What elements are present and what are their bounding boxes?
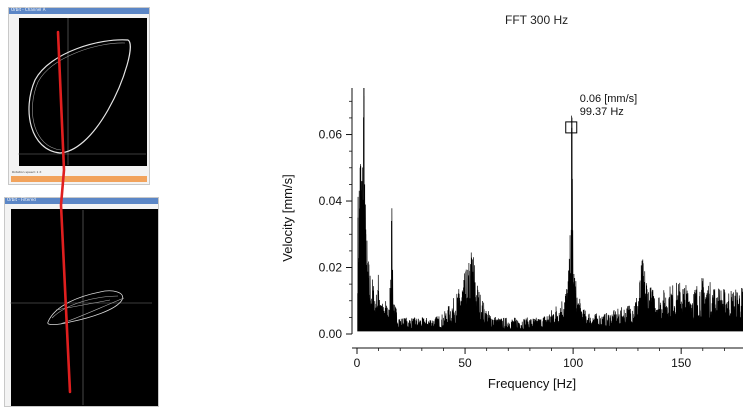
peak-marker-box (565, 121, 578, 134)
orbit-plot-top[interactable]: Orbit - Channel A Rotation speed: 1 X (8, 7, 150, 185)
x-tick-label: 0 (354, 356, 361, 370)
peak-annotation: 0.06 [mm/s]99.37 Hz (565, 93, 637, 134)
x-axis-label: Frequency [Hz] (488, 376, 576, 391)
x-tick-label: 150 (671, 356, 691, 370)
orbit-plot-bottom-canvas[interactable] (11, 209, 158, 406)
orbit-plot-top-status-strip (11, 176, 147, 182)
peak-frequency-label: 99.37 Hz (580, 106, 624, 118)
y-tick-label: 0.02 (319, 261, 343, 275)
y-tick-label: 0.00 (319, 327, 343, 341)
fft-chart[interactable]: 0.00 0.02 0.04 0.06 0 50 100 150 0.06 [mm/s]99.… (270, 70, 743, 395)
peak-value-label: 0.06 [mm/s] (580, 93, 637, 105)
y-axis-label: Velocity [mm/s] (280, 174, 295, 261)
orbit-plot-bottom-title: Orbit - Filtered (7, 197, 36, 202)
chart-axes: 0.00 0.02 0.04 0.06 0 50 100 150 (319, 88, 743, 370)
spectrum-line (357, 95, 743, 332)
orbit-plot-top-title: Orbit - Channel A (11, 7, 46, 12)
x-tick-label: 50 (458, 356, 472, 370)
spectrum-series (357, 88, 743, 332)
orbit-plot-top-status: Rotation speed: 1 X (12, 170, 42, 174)
orbit-plot-bottom[interactable]: Orbit - Filtered (4, 197, 159, 407)
chart-title: FFT 300 Hz (505, 13, 569, 27)
orbit-plot-top-title-bar[interactable]: Orbit - Channel A (9, 7, 149, 14)
orbit-plot-bottom-title-bar[interactable]: Orbit - Filtered (5, 197, 158, 204)
y-tick-label: 0.04 (319, 194, 343, 208)
x-tick-label: 100 (563, 356, 583, 370)
orbit-plot-top-canvas[interactable] (19, 18, 147, 166)
y-tick-label: 0.06 (319, 128, 343, 142)
